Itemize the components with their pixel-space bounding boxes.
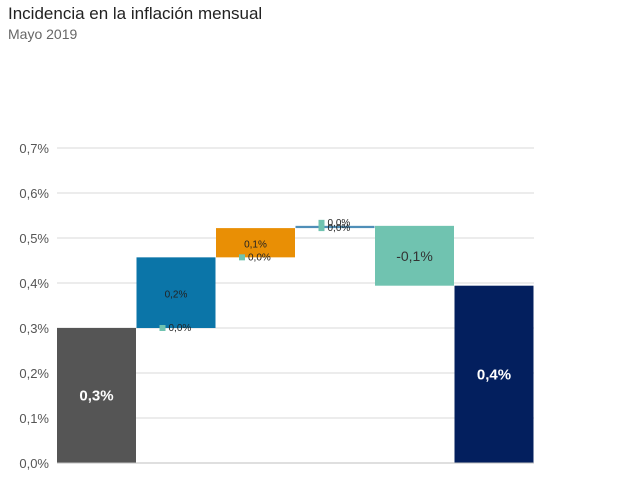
y-tick-label: 0,7% — [19, 141, 49, 156]
waterfall-bar — [454, 285, 534, 463]
y-tick-label: 0,3% — [19, 321, 49, 336]
waterfall-bar — [295, 225, 375, 229]
y-tick-label: 0,4% — [19, 276, 49, 291]
waterfall-bar — [136, 257, 216, 328]
y-tick-label: 0,6% — [19, 186, 49, 201]
bar-data-label: 0,3% — [79, 388, 113, 405]
y-tick-label: 0,0% — [19, 456, 49, 471]
zero-marker — [318, 219, 325, 226]
waterfall-bar — [216, 228, 295, 258]
zero-marker-label: 0,0% — [328, 223, 351, 234]
chart-subtitle: Mayo 2019 — [8, 26, 78, 42]
zero-marker-label: 0,0% — [328, 218, 351, 229]
zero-marker — [239, 254, 245, 261]
waterfall-bar — [57, 328, 136, 463]
zero-marker — [159, 325, 166, 331]
bar-data-label: 0,2% — [165, 290, 188, 301]
zero-marker-label: 0,0% — [248, 252, 271, 263]
y-tick-label: 0,2% — [19, 366, 49, 381]
bar-data-label: 0,1% — [244, 240, 267, 251]
bar-data-label: 0,4% — [477, 366, 511, 383]
y-tick-label: 0,1% — [19, 411, 49, 426]
bar-data-label: -0,1% — [396, 248, 433, 264]
y-tick-label: 0,5% — [19, 231, 49, 246]
zero-marker — [318, 225, 325, 232]
chart-title: Incidencia en la inflación mensual — [8, 4, 263, 23]
waterfall-bar — [375, 225, 454, 286]
zero-marker-label: 0,0% — [169, 323, 192, 334]
